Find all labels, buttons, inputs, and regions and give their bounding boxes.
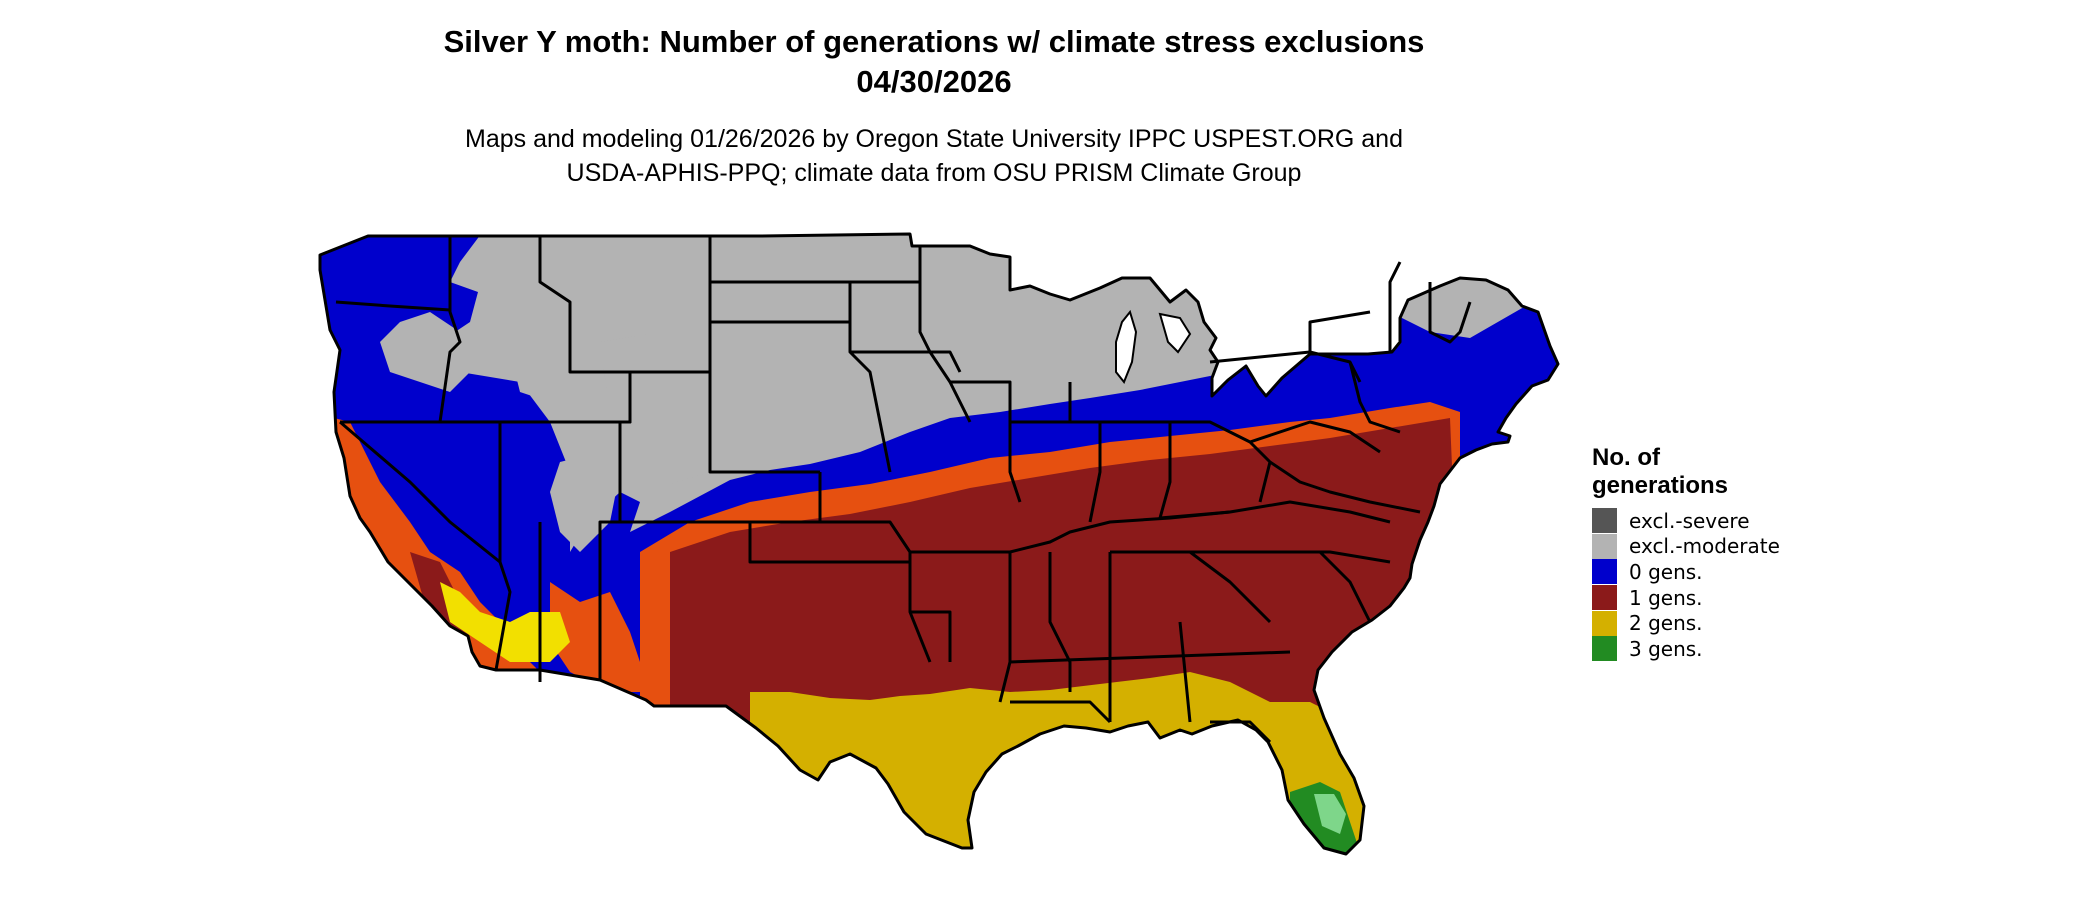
legend-title: No. of generations [1592,444,1772,500]
legend-label: 1 gens. [1629,585,1703,610]
title-line-1: Silver Y moth: Number of generations w/ … [443,24,1425,59]
lake-michigan [1115,309,1138,384]
legend-item: excl.-moderate [1592,533,1780,560]
zone-excluded-great-basin [510,342,610,422]
legend-swatch [1592,533,1617,559]
legend-label: 2 gens. [1629,611,1703,636]
subtitle-line-2: USDA-APHIS-PPQ; climate data from OSU PR… [566,159,1302,187]
us-generations-map [318,232,1560,856]
legend-items: excl.-severe excl.-moderate 0 gens. 1 gens.… [1592,508,1780,662]
map-legend: No. of generations excl.-severe excl.-mod… [1592,444,1780,662]
legend-label: 3 gens. [1629,636,1703,661]
zone-two-gens-gulf [750,672,1370,854]
zone-excluded-new-mexico [550,452,620,552]
subtitle-line-1: Maps and modeling 01/26/2026 by Oregon S… [465,125,1403,153]
legend-swatch [1592,610,1617,636]
lake-huron [1158,312,1192,354]
map-title: Silver Y moth: Number of generations w/ … [0,22,1868,102]
legend-item: 1 gens. [1592,585,1780,611]
map-subtitle: Maps and modeling 01/26/2026 by Oregon S… [0,122,1868,190]
great-lakes [1115,309,1192,384]
legend-item: 0 gens. [1592,559,1780,585]
zone-excluded-rockies [600,332,750,484]
legend-label: excl.-severe [1629,508,1750,533]
legend-swatch [1592,508,1617,534]
legend-swatch [1592,559,1617,585]
legend-item: 3 gens. [1592,636,1780,662]
legend-label: excl.-moderate [1629,534,1780,559]
legend-swatch [1592,636,1617,662]
legend-title-line-1: No. of [1592,444,1660,471]
title-date: 04/30/2026 [856,64,1012,99]
state-borders [335,236,1472,744]
legend-title-line-2: generations [1592,472,1729,499]
legend-item: excl.-severe [1592,508,1780,534]
zone-three-gens-light [1314,794,1346,834]
legend-label: 0 gens. [1629,559,1703,584]
legend-item: 2 gens. [1592,610,1780,636]
us-outline [318,232,1560,856]
legend-swatch [1592,585,1617,611]
